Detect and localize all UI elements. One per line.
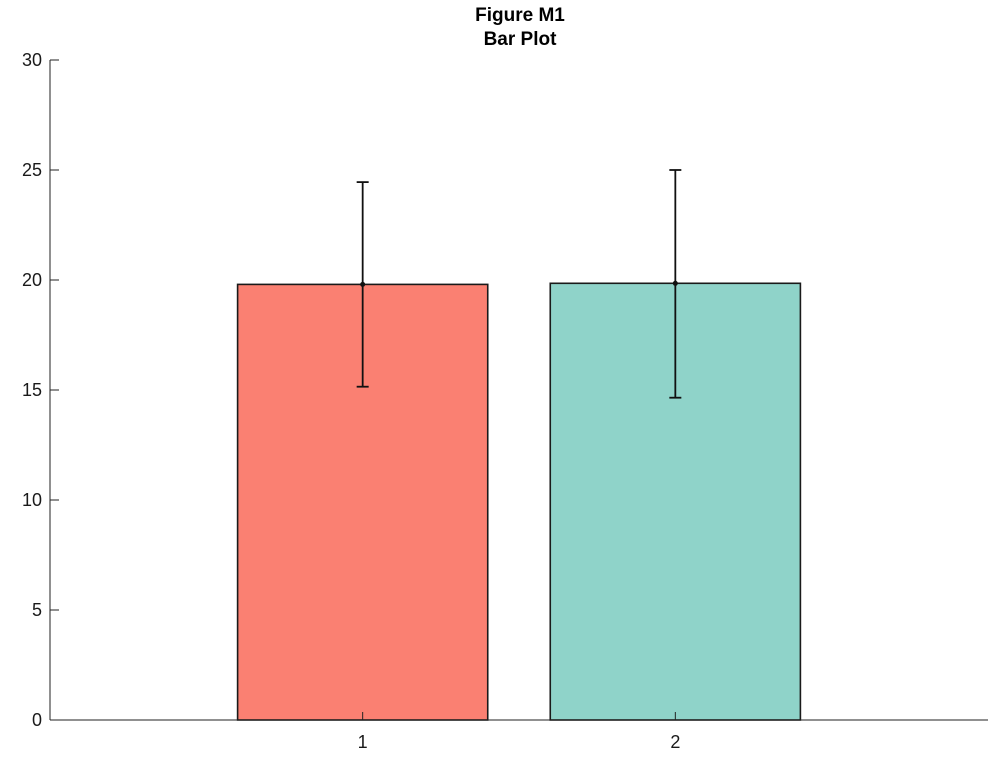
y-tick-label-25: 25: [22, 160, 42, 180]
y-tick-label-15: 15: [22, 380, 42, 400]
chart-title-block: Figure M1 Bar Plot: [0, 4, 1000, 52]
chart-title: Figure M1: [475, 5, 565, 26]
mean-marker-2: [672, 280, 678, 286]
chart-subtitle: Bar Plot: [483, 29, 557, 50]
x-tick-label-2: 2: [670, 732, 680, 752]
y-tick-label-0: 0: [32, 710, 42, 730]
y-tick-label-10: 10: [22, 490, 42, 510]
x-tick-label-1: 1: [358, 732, 368, 752]
y-tick-label-20: 20: [22, 270, 42, 290]
mean-marker-1: [360, 281, 366, 287]
y-tick-label-5: 5: [32, 600, 42, 620]
y-tick-label-30: 30: [22, 50, 42, 70]
